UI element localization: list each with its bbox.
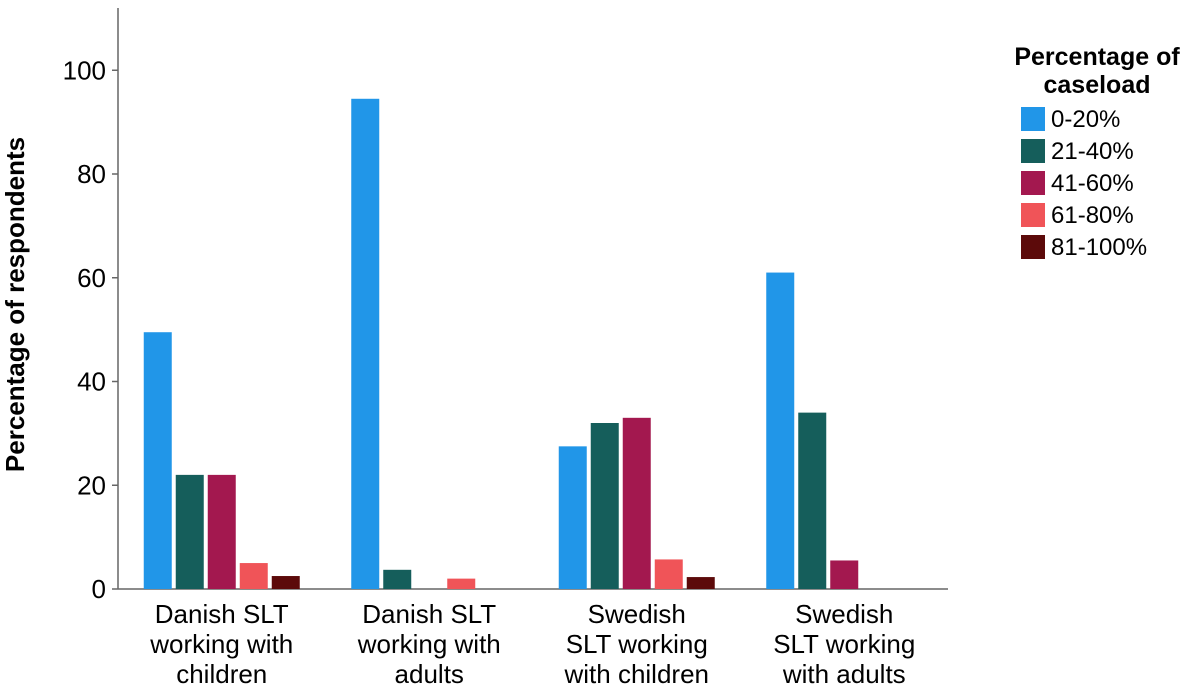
x-category-label: Swedish bbox=[588, 599, 686, 629]
y-tick-label: 60 bbox=[77, 263, 106, 293]
y-tick-label: 100 bbox=[63, 55, 106, 85]
legend-label: 41-60% bbox=[1051, 170, 1134, 197]
legend-swatch bbox=[1021, 171, 1045, 195]
legend-swatch bbox=[1021, 203, 1045, 227]
bar-0-20pct bbox=[143, 332, 172, 589]
legend-label: 21-40% bbox=[1051, 138, 1134, 165]
bar-21-40pct bbox=[383, 569, 412, 589]
axes: 0 20 40 60 80 100 Percentage of respondents bbox=[0, 8, 948, 604]
bar-61-80pct bbox=[654, 559, 683, 589]
y-axis-label: Percentage of respondents bbox=[0, 137, 30, 472]
legend-swatch bbox=[1021, 107, 1045, 131]
x-category-label: Swedish bbox=[795, 599, 893, 629]
legend-swatch bbox=[1021, 139, 1045, 163]
bar-41-60pct bbox=[622, 417, 651, 589]
bar-21-40pct bbox=[175, 474, 204, 589]
x-category-label: SLT working bbox=[773, 629, 915, 659]
legend-label: 0-20% bbox=[1051, 106, 1120, 133]
bar-61-80pct bbox=[239, 563, 268, 589]
bar-0-20pct bbox=[766, 272, 795, 589]
legend-label: 81-100% bbox=[1051, 234, 1147, 261]
bar-41-60pct bbox=[830, 560, 859, 589]
legend-title: caseload bbox=[1043, 71, 1150, 99]
bar-0-20pct bbox=[558, 446, 587, 589]
y-tick-label: 20 bbox=[77, 470, 106, 500]
x-category-label: children bbox=[176, 659, 267, 689]
x-category-label: working with bbox=[357, 629, 501, 659]
x-category-label: SLT working bbox=[566, 629, 708, 659]
y-tick-label: 80 bbox=[77, 159, 106, 189]
bar-81-100pct bbox=[686, 577, 715, 589]
bar-0-20pct bbox=[351, 98, 380, 589]
legend-swatch bbox=[1021, 235, 1045, 259]
bar-21-40pct bbox=[798, 412, 827, 589]
x-category-label: Danish SLT bbox=[155, 599, 289, 629]
x-category-label: working with bbox=[149, 629, 293, 659]
legend-label: 61-80% bbox=[1051, 202, 1134, 229]
x-category-label: adults bbox=[395, 659, 464, 689]
bar-21-40pct bbox=[590, 423, 619, 589]
x-category-label: Danish SLT bbox=[362, 599, 496, 629]
y-tick-label: 0 bbox=[92, 574, 106, 604]
x-category-label: with adults bbox=[782, 659, 906, 689]
legend-title: Percentage of bbox=[1014, 43, 1180, 71]
bars bbox=[143, 98, 859, 589]
bar-41-60pct bbox=[207, 474, 236, 589]
bar-81-100pct bbox=[271, 576, 300, 589]
bar-61-80pct bbox=[447, 578, 476, 589]
y-tick-label: 40 bbox=[77, 367, 106, 397]
x-category-label: with children bbox=[563, 659, 709, 689]
